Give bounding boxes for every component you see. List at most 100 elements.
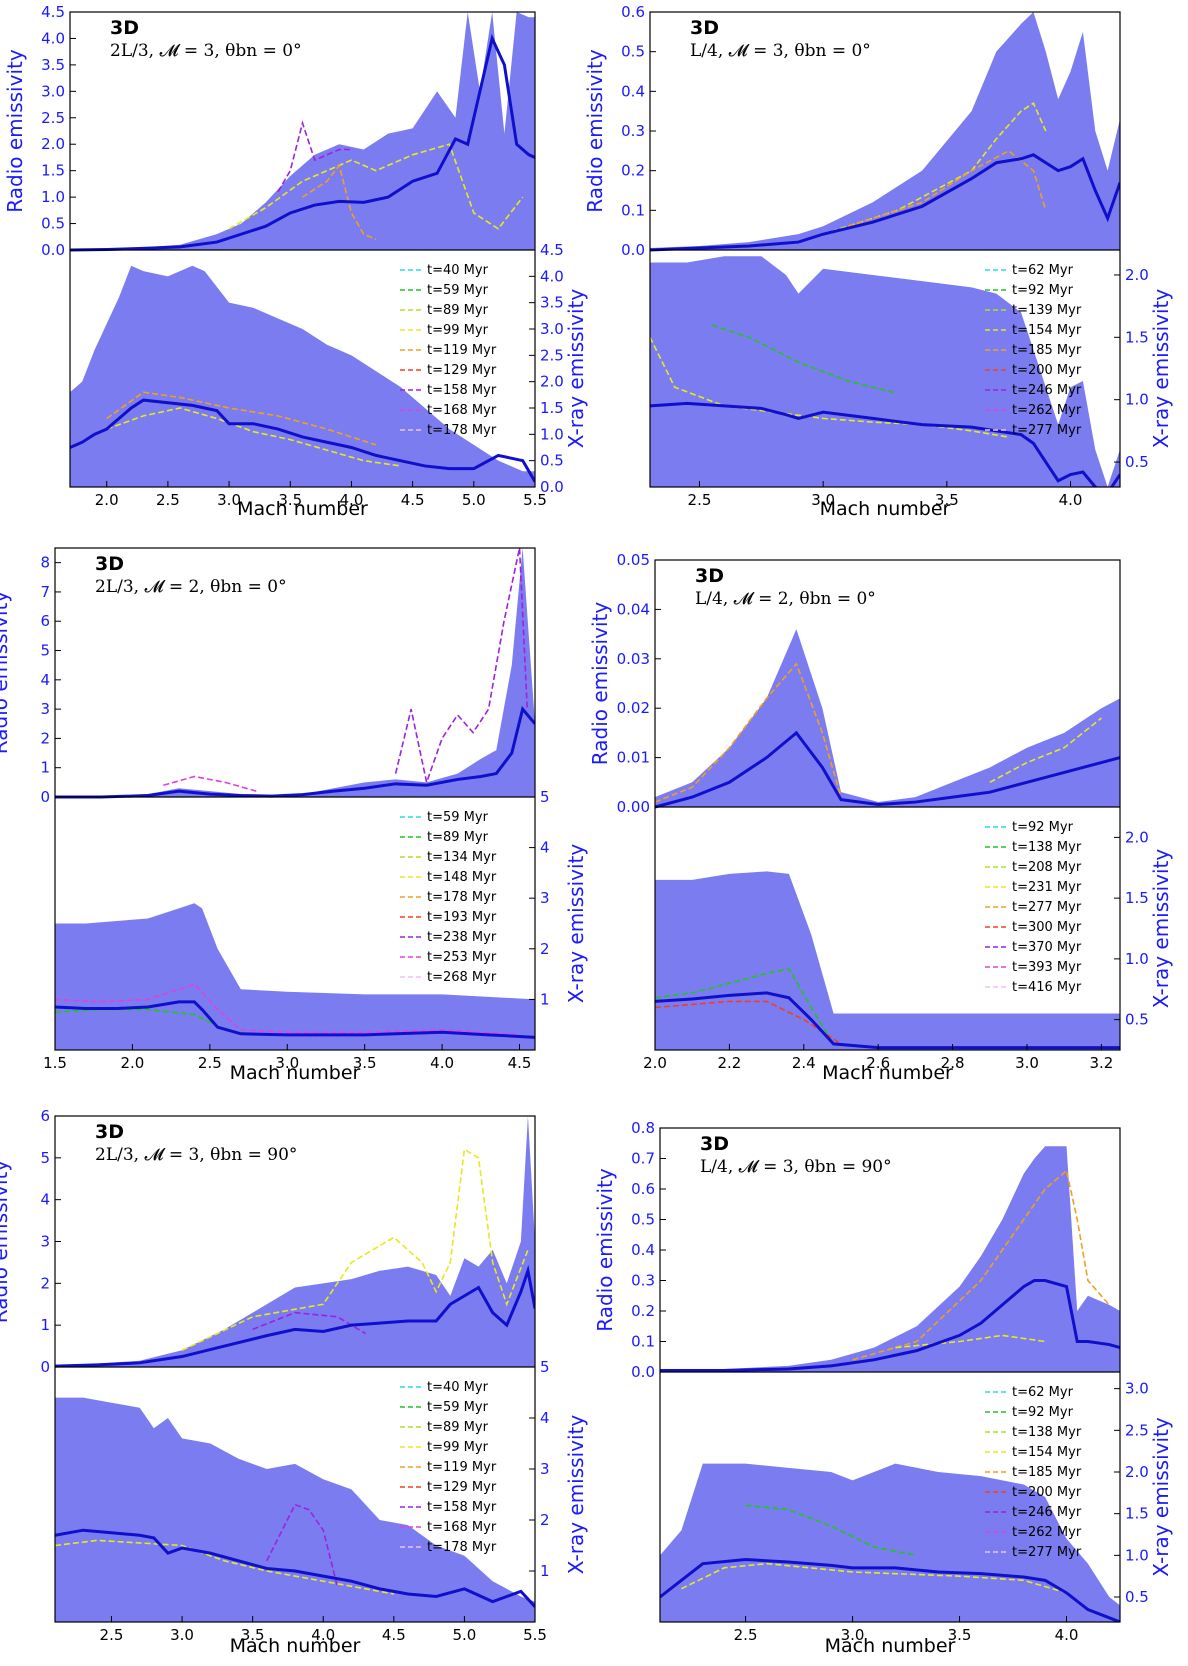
radio-tick-label: 0.4 [621, 82, 645, 100]
radio-mean-line [55, 1264, 535, 1368]
legend-entry: t=200 Myr [1012, 1485, 1082, 1500]
xray-mean-line [55, 1000, 535, 1039]
x-axis-title: Mach number [825, 1635, 956, 1657]
radio-tick-label: 0.3 [631, 1272, 655, 1290]
radio-series-line-1 [822, 102, 1047, 235]
legend-entry: t=59 Myr [427, 283, 489, 298]
legend-entry: t=178 Myr [427, 890, 497, 905]
x-tick-label: 2.0 [643, 1054, 667, 1072]
x-tick-label: 2.5 [198, 1054, 222, 1072]
radio-tick-label: 0.8 [631, 1119, 655, 1137]
radio-tick-label: 1.0 [41, 188, 65, 206]
radio-series-line-1 [277, 120, 352, 193]
x-tick-label: 3.5 [948, 1626, 972, 1644]
legend-entry: t=40 Myr [427, 263, 489, 278]
radio-mean-line [650, 153, 1120, 252]
x-tick-label: 2.0 [120, 1054, 144, 1072]
xray-mean-line [655, 991, 1120, 1050]
radio-tick-label: 0.4 [631, 1241, 655, 1259]
radio-tick-label: 0.6 [621, 3, 645, 21]
xray-series-line-1 [745, 1504, 917, 1557]
x-tick-label: 3.0 [170, 1626, 194, 1644]
radio-tick-label: 0.0 [41, 241, 65, 259]
panel-subtitle: 2L/3, 𝓜 = 2, θbn = 0° [95, 577, 287, 597]
xray-series-line-1 [55, 983, 520, 1036]
xray-mean-line [650, 401, 1120, 487]
radio-series-line-2 [895, 1334, 1046, 1349]
radio-tick-label: 3.5 [41, 56, 65, 74]
legend-entry: t=277 Myr [1012, 1545, 1082, 1560]
panel-subtitle: 2L/3, 𝓜 = 3, θbn = 0° [110, 41, 302, 61]
radio-tick-label: 3.0 [41, 82, 65, 100]
x-tick-label: 3.0 [1015, 1054, 1039, 1072]
radio-tick-label: 7 [40, 583, 50, 601]
xray-series-line-2 [106, 391, 377, 446]
panel-2: 0.0 0.1 0.2 0.3 0.4 0.5 0.6 0.5 1.0 1.5 2.0 2.5 3.0 3… [583, 3, 1173, 520]
legend-entry: t=62 Myr [1012, 1385, 1074, 1400]
radio-tick-label: 0.5 [41, 215, 65, 233]
legend-entry: t=158 Myr [427, 383, 497, 398]
plot-frame [659, 1127, 1121, 1623]
legend-entry: t=89 Myr [427, 830, 489, 845]
radio-tick-label: 2 [40, 1274, 50, 1292]
panel-title-label: 3D [695, 565, 724, 587]
panel-5: 0 1 2 3 4 5 6 1 2 3 4 5 2.5 3.0 3.5 4.0 4.5 5.0 5.5 Radio e… [0, 1107, 588, 1657]
legend-entry: t=200 Myr [1012, 363, 1082, 378]
x-tick-label: 1.5 [43, 1054, 67, 1072]
x-tick-label: 2.5 [734, 1626, 758, 1644]
radio-axis-title: Radio emissivity [0, 591, 12, 755]
x-tick-label: 5.0 [462, 491, 486, 509]
x-tick-label: 3.0 [217, 491, 241, 509]
xray-tick-label: 0.5 [540, 452, 564, 470]
legend-entry: t=139 Myr [1012, 303, 1082, 318]
legend-entry: t=277 Myr [1012, 423, 1082, 438]
legend-entry: t=416 Myr [1012, 980, 1082, 995]
radio-tick-label: 0.1 [621, 201, 645, 219]
x-tick-label: 2.2 [717, 1054, 741, 1072]
xray-axis-title: X-ray emissivity [1149, 849, 1173, 1009]
legend-entry: t=129 Myr [427, 1480, 497, 1495]
xray-tick-label: 0.5 [1125, 1588, 1149, 1606]
xray-axis-title: X-ray emissivity [564, 1415, 588, 1575]
xray-axis-title: X-ray emissivity [564, 844, 588, 1004]
x-tick-label: 3.0 [811, 491, 835, 509]
radio-tick-label: 0.3 [621, 122, 645, 140]
xray-tick-label: 3 [540, 889, 550, 907]
legend-entry: t=59 Myr [427, 1400, 489, 1415]
x-tick-label: 4.0 [311, 1626, 335, 1644]
radio-band [55, 1116, 535, 1367]
legend-entry: t=89 Myr [427, 303, 489, 318]
radio-tick-label: 4 [40, 1191, 50, 1209]
xray-axis-title: X-ray emissivity [1149, 289, 1173, 449]
legend-entry: t=178 Myr [427, 423, 497, 438]
x-axis-title: Mach number [822, 1062, 953, 1084]
legend-entry: t=138 Myr [1012, 840, 1082, 855]
legend-entry: t=246 Myr [1012, 1505, 1082, 1520]
legend-entry: t=300 Myr [1012, 920, 1082, 935]
panel-subtitle: L/4, 𝓜 = 3, θbn = 0° [690, 41, 871, 61]
xray-series-line-1 [711, 324, 898, 395]
radio-axis-title: Radio emissivity [583, 49, 607, 213]
radio-tick-label: 0.01 [617, 749, 650, 767]
radio-tick-label: 0.04 [617, 600, 650, 618]
legend-entry: t=89 Myr [427, 1420, 489, 1435]
x-tick-label: 3.5 [353, 1054, 377, 1072]
x-tick-label: 4.0 [1059, 491, 1083, 509]
radio-series-line-3 [302, 163, 377, 241]
panel-subtitle: L/4, 𝓜 = 3, θbn = 90° [700, 1157, 892, 1177]
legend-entry: t=138 Myr [1012, 1425, 1082, 1440]
radio-band [55, 548, 535, 797]
radio-band [660, 1146, 1120, 1372]
legend-entry: t=370 Myr [1012, 940, 1082, 955]
x-tick-label: 4.0 [1055, 1626, 1079, 1644]
xray-tick-label: 4.5 [540, 241, 564, 259]
xray-tick-label: 0.5 [1125, 453, 1149, 471]
xray-series-line-1 [106, 407, 401, 467]
xray-tick-label: 1 [540, 1562, 550, 1580]
radio-tick-label: 8 [40, 554, 50, 572]
legend-entry: t=134 Myr [427, 850, 497, 865]
legend-entry: t=119 Myr [427, 343, 497, 358]
xray-tick-label: 1.0 [1125, 950, 1149, 968]
legend-entry: t=154 Myr [1012, 323, 1082, 338]
legend-entry: t=119 Myr [427, 1460, 497, 1475]
